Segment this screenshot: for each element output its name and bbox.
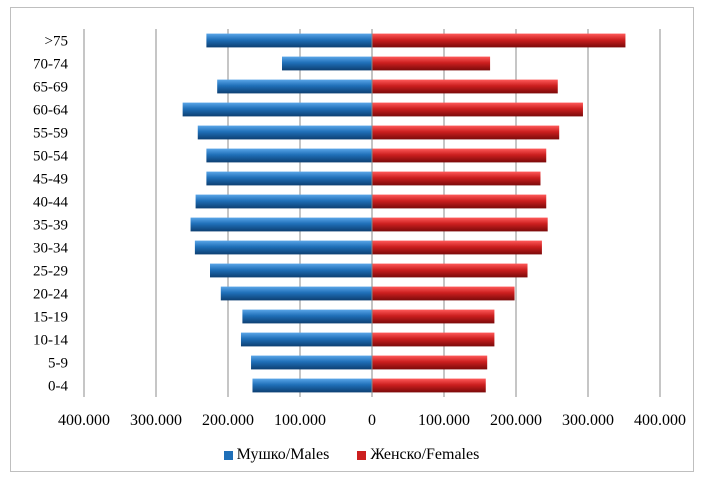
- bar-females-60-64: [372, 102, 583, 117]
- bar-males-65-69: [217, 79, 372, 94]
- bar-females-0-4: [372, 378, 486, 393]
- x-tick-label: 400.000: [634, 412, 686, 429]
- category-label: >75: [45, 34, 68, 50]
- bar-males-20-24: [220, 286, 372, 301]
- category-label: 30-34: [33, 241, 68, 257]
- x-tick-label: 0: [368, 412, 376, 429]
- x-tick-label: 100.000: [418, 412, 470, 429]
- bar-males-45-49: [206, 171, 372, 186]
- category-label: 35-39: [33, 218, 68, 234]
- category-labels: >75 70-74 65-69 60-64 55-59 50-54 45-49 40-44 35…: [33, 34, 68, 395]
- bar-females-10-14: [372, 332, 495, 347]
- category-label: 60-64: [33, 103, 68, 119]
- category-label: 65-69: [33, 80, 68, 96]
- bar-males-5-9: [251, 355, 372, 370]
- bar-females-15-19: [372, 309, 495, 324]
- x-tick-label: 200.000: [490, 412, 542, 429]
- category-label: 70-74: [33, 57, 68, 73]
- x-tick-label: 400.000: [58, 412, 110, 429]
- category-label: 45-49: [33, 172, 68, 188]
- x-tick-label: 100.000: [274, 412, 326, 429]
- bar-females-5-9: [372, 355, 488, 370]
- bar-females-65-69: [372, 79, 558, 94]
- bar-males-0-4: [252, 378, 372, 393]
- bar-females-25-29: [372, 263, 528, 278]
- category-label: 20-24: [33, 287, 68, 303]
- category-label: 25-29: [33, 264, 68, 280]
- bar-males-70-74: [282, 56, 372, 71]
- legend-item-males: Мушко/Males: [223, 446, 330, 464]
- category-label: 55-59: [33, 126, 68, 142]
- legend-label-males: Мушко/Males: [236, 446, 330, 463]
- bar-females-30-34: [372, 240, 542, 255]
- x-tick-label: 300.000: [130, 412, 182, 429]
- bar-females-20-24: [372, 286, 515, 301]
- x-tick-labels: 400.000 300.000 200.000 100.000 0 100.000 200.…: [58, 412, 686, 429]
- bar-females-40-44: [372, 194, 547, 209]
- bars: [182, 33, 626, 393]
- category-label: 50-54: [33, 149, 68, 165]
- legend-swatch-females: [357, 450, 367, 460]
- x-tick-label: 200.000: [202, 412, 254, 429]
- bar-males-35-39: [190, 217, 372, 232]
- bar-males-40-44: [195, 194, 372, 209]
- bar-males-25-29: [210, 263, 372, 278]
- legend-item-females: Женско/Females: [357, 446, 479, 464]
- category-label: 40-44: [33, 195, 68, 211]
- x-tick-label: 300.000: [562, 412, 614, 429]
- legend-label-females: Женско/Females: [370, 446, 480, 463]
- bar-males-10-14: [240, 332, 372, 347]
- bar-females-35-39: [372, 217, 548, 232]
- category-label: 0-4: [48, 379, 68, 395]
- category-label: 5-9: [48, 356, 68, 372]
- category-label: 15-19: [33, 310, 68, 326]
- legend: Мушко/Males Женско/Females: [0, 446, 703, 465]
- bar-males-55-59: [197, 125, 372, 140]
- bar-males-50-54: [206, 148, 372, 163]
- bar-males-60-64: [182, 102, 372, 117]
- bar-females-50-54: [372, 148, 547, 163]
- bar-males-30-34: [194, 240, 372, 255]
- bar-females-45-49: [372, 171, 541, 186]
- bar-females-70-74: [372, 56, 491, 71]
- bar-females->75: [372, 33, 626, 48]
- bar-females-55-59: [372, 125, 560, 140]
- legend-swatch-males: [223, 450, 233, 460]
- category-label: 10-14: [33, 333, 68, 349]
- bar-males-15-19: [242, 309, 372, 324]
- bar-males->75: [206, 33, 372, 48]
